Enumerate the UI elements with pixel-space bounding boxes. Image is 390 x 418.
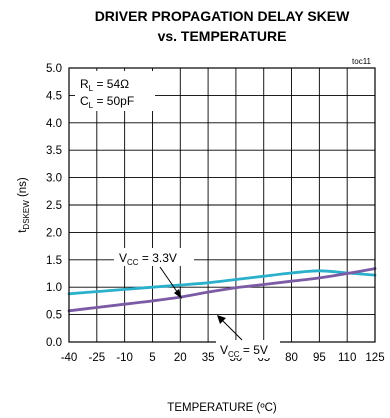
x-tick-label: -40 xyxy=(61,352,78,364)
y-tick-label: 0.0 xyxy=(46,337,62,349)
chart-subtitle: vs. TEMPERATURE xyxy=(158,28,287,44)
y-tick-label: 3.5 xyxy=(46,145,62,157)
y-axis-label-unit: (ns) xyxy=(17,177,29,200)
x-tick-label: -10 xyxy=(116,352,133,364)
annotation-vcc-5v-label: VCC = 5V xyxy=(220,343,268,359)
x-tick-label: 95 xyxy=(313,352,326,364)
x-tick-label: 20 xyxy=(174,352,187,364)
y-tick-label: 3.0 xyxy=(46,173,62,185)
chart-title: DRIVER PROPAGATION DELAY SKEW xyxy=(95,8,350,24)
series-line-vcc-3v3 xyxy=(67,269,377,296)
annotation-vcc-5v-arrowhead xyxy=(217,315,226,324)
figure-id: toc11 xyxy=(352,57,372,66)
y-tick-label: 1.5 xyxy=(46,255,62,267)
series-line-vcc-5v xyxy=(67,267,377,313)
y-tick-label: 2.0 xyxy=(46,227,62,239)
x-tick-label: 110 xyxy=(338,352,356,364)
y-tick-label: 4.5 xyxy=(46,90,62,102)
y-axis-label: tDSKEW (ns) xyxy=(17,177,31,233)
annotation-vcc-3v3-arrowhead xyxy=(174,289,182,299)
y-tick-labels: 0.0 0.5 1.0 1.5 2.0 2.5 3.0 3.5 4.0 4.5 5.0 xyxy=(46,63,62,349)
annotation-vcc-5v-bg xyxy=(216,340,280,358)
y-axis-label-main: t xyxy=(17,229,29,233)
annotation-vcc-3v3-bg xyxy=(114,248,194,266)
conditions-box: RL = 54Ω CL = 50pF xyxy=(75,71,155,111)
annotation-vcc-5v-arrow xyxy=(219,317,243,341)
annotation-vcc-3v3: VCC = 3.3V xyxy=(114,248,194,299)
y-axis-label-sub: DSKEW xyxy=(22,200,31,230)
grid-lines xyxy=(69,68,375,342)
annotation-vcc-5v: VCC = 5V xyxy=(216,315,280,359)
y-tick-label: 1.0 xyxy=(46,282,62,294)
series-layer xyxy=(67,267,377,313)
y-tick-label: 4.0 xyxy=(46,118,62,130)
x-tick-label: 5 xyxy=(149,352,155,364)
annotation-vcc-3v3-label: VCC = 3.3V xyxy=(119,251,177,267)
x-tick-label: -25 xyxy=(89,352,106,364)
y-tick-label: 2.5 xyxy=(46,200,62,212)
condition-load-capacitance: CL = 50pF xyxy=(80,94,134,110)
condition-load-resistance: RL = 54Ω xyxy=(80,77,129,93)
y-tick-label: 0.5 xyxy=(46,310,62,322)
x-tick-label: 35 xyxy=(202,352,215,364)
x-tick-labels: -40-25-105203550658095110125 xyxy=(61,352,385,364)
x-tick-label: 80 xyxy=(285,352,298,364)
x-axis-label: TEMPERATURE (ºC) xyxy=(167,402,277,414)
y-tick-label: 5.0 xyxy=(46,63,62,75)
x-tick-label: 125 xyxy=(365,352,384,364)
conditions-box-bg xyxy=(75,71,155,111)
